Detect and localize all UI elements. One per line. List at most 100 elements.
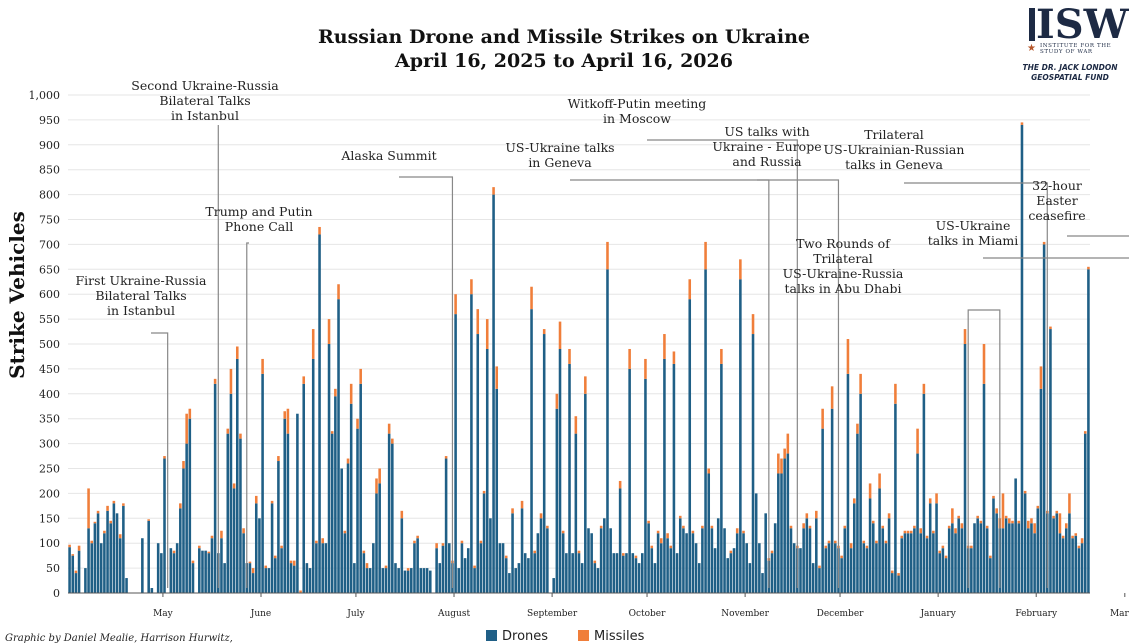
drone-bar bbox=[375, 493, 378, 593]
drone-bar bbox=[267, 568, 271, 593]
missile-bar bbox=[644, 358, 647, 379]
drone-bar bbox=[1058, 533, 1062, 593]
drone-bar bbox=[207, 553, 211, 593]
drone-bar bbox=[191, 563, 195, 593]
missile-bar bbox=[941, 545, 945, 549]
y-tick-label: 200 bbox=[39, 487, 60, 500]
drone-bar bbox=[198, 548, 201, 593]
fund-line-1: THE DR. JACK LONDON bbox=[1022, 63, 1118, 72]
missile-bar bbox=[103, 530, 106, 534]
missile-bar bbox=[226, 428, 230, 434]
fund-line-2: GEOSPATIAL FUND bbox=[1031, 73, 1109, 82]
drone-bar bbox=[403, 570, 407, 593]
drone-bar bbox=[1049, 329, 1052, 593]
drone-bar bbox=[780, 473, 783, 593]
drone-bar bbox=[786, 453, 790, 593]
missile-bar bbox=[951, 508, 954, 524]
drone-bar bbox=[397, 568, 400, 593]
drone-bar bbox=[188, 418, 192, 593]
y-axis-ticks: 0 50 100 150 200 250 300 350 400 450 500 550 600 650 7… bbox=[29, 89, 61, 600]
drone-bar bbox=[391, 443, 394, 593]
drone-bar bbox=[789, 528, 793, 593]
missile-bar bbox=[985, 525, 989, 529]
drone-bar bbox=[1061, 538, 1065, 593]
drone-bar bbox=[74, 573, 78, 593]
drone-bar bbox=[720, 363, 723, 593]
drone-bar bbox=[954, 533, 957, 593]
missile-bar bbox=[1064, 523, 1068, 529]
drone-bar bbox=[346, 463, 350, 593]
drone-bar bbox=[204, 550, 207, 593]
missile-bar bbox=[577, 550, 581, 554]
drone-bar bbox=[783, 458, 786, 593]
drone-bar bbox=[103, 533, 106, 593]
annotation-text: Second Ukraine-Russia bbox=[131, 78, 279, 93]
missile-bar bbox=[584, 376, 587, 394]
missile-bar bbox=[871, 520, 875, 524]
drone-bar bbox=[1017, 523, 1021, 593]
missile-bar bbox=[315, 540, 318, 544]
missile-bar bbox=[1087, 266, 1090, 270]
missile-bar bbox=[182, 461, 185, 469]
drone-bar bbox=[425, 568, 429, 593]
drone-bar bbox=[1014, 478, 1017, 593]
missile-bar bbox=[805, 513, 809, 519]
missile-bar bbox=[1036, 505, 1040, 509]
missile-bar bbox=[1039, 366, 1043, 389]
drone-bar bbox=[1083, 433, 1087, 593]
missile-bar bbox=[900, 535, 904, 539]
drone-bar bbox=[520, 508, 524, 593]
drone-bar bbox=[68, 547, 71, 593]
missile-bar bbox=[1083, 431, 1087, 434]
annotation-text: US-Ukraine-Russia bbox=[783, 266, 904, 281]
drone-bar bbox=[150, 588, 154, 593]
missile-bar bbox=[242, 528, 245, 534]
drone-bar bbox=[574, 433, 578, 593]
drone-bar bbox=[913, 528, 916, 593]
drone-bar bbox=[156, 543, 160, 593]
missile-bar bbox=[1027, 520, 1030, 529]
missile-bar bbox=[963, 329, 967, 344]
drone-bar bbox=[523, 553, 527, 593]
drone-bar bbox=[951, 523, 954, 593]
missile-bar bbox=[903, 530, 907, 534]
drone-bar bbox=[599, 528, 603, 593]
drone-bar bbox=[353, 563, 356, 593]
legend-drones-swatch bbox=[486, 630, 497, 641]
missile-bar bbox=[239, 433, 242, 439]
drone-bar bbox=[239, 438, 242, 593]
missile-bar bbox=[561, 530, 565, 534]
drone-bar bbox=[175, 543, 179, 593]
drone-bar bbox=[640, 553, 644, 593]
missile-bar bbox=[349, 383, 353, 404]
missile-bar bbox=[261, 358, 264, 374]
missile-bar bbox=[90, 540, 94, 544]
drone-bar bbox=[637, 563, 641, 593]
missile-bar bbox=[574, 416, 578, 434]
missile-bar bbox=[492, 187, 495, 195]
drone-bar bbox=[751, 334, 755, 593]
missile-bar bbox=[96, 510, 100, 514]
month-label: July bbox=[346, 609, 365, 619]
drone-bar bbox=[827, 543, 831, 593]
missile-bar bbox=[909, 530, 913, 534]
missile-bar bbox=[707, 468, 711, 474]
drone-bar bbox=[745, 543, 748, 593]
drone-bar bbox=[742, 533, 745, 593]
missile-bar bbox=[840, 555, 843, 559]
missile-bar bbox=[479, 540, 483, 544]
drone-bar bbox=[90, 543, 94, 593]
drone-bar bbox=[106, 510, 109, 593]
missile-bar bbox=[179, 503, 182, 509]
y-tick-label: 950 bbox=[39, 114, 60, 127]
drone-bar bbox=[337, 299, 340, 593]
drone-bar bbox=[476, 334, 480, 593]
drone-bar bbox=[603, 518, 606, 593]
annotation-text: Bilateral Talks bbox=[95, 288, 186, 303]
missile-bar bbox=[979, 520, 983, 524]
drone-bar bbox=[701, 528, 704, 593]
annotation-text: Easter bbox=[1036, 193, 1077, 208]
missile-bar bbox=[511, 508, 514, 514]
missile-bar bbox=[334, 388, 337, 397]
drone-bar bbox=[1042, 244, 1046, 593]
